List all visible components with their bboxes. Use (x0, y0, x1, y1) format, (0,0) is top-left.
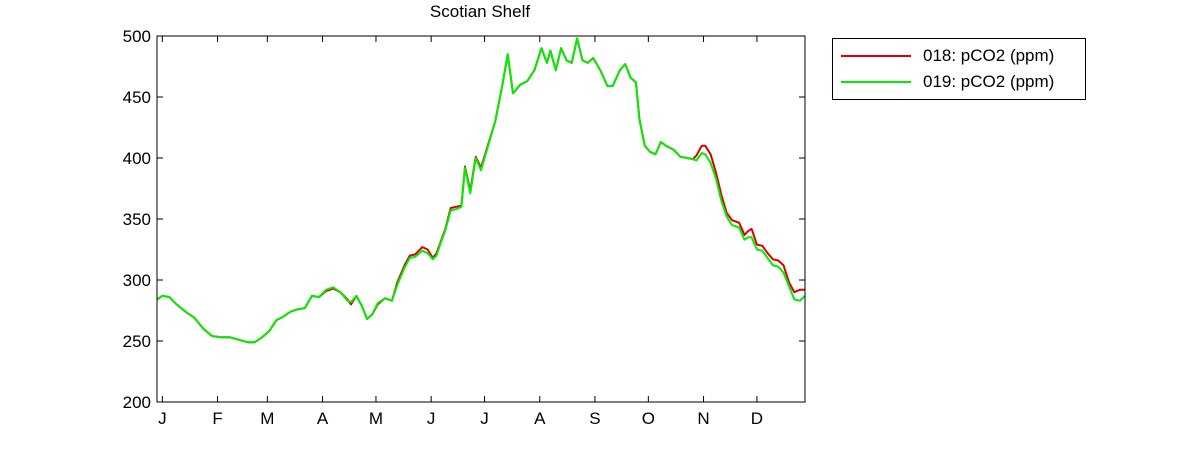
x-tick-label: J (158, 409, 167, 428)
y-tick-label: 350 (123, 210, 151, 229)
legend-line-018 (841, 55, 911, 57)
x-tick-label: J (480, 409, 489, 428)
legend-label-018: 018: pCO2 (ppm) (923, 46, 1055, 65)
y-tick-label: 300 (123, 271, 151, 290)
legend: 018: pCO2 (ppm) 019: pCO2 (ppm) (832, 38, 1086, 100)
series-line-018 (156, 37, 805, 344)
x-tick-label: F (212, 409, 222, 428)
x-tick-label: D (751, 409, 763, 428)
plot-frame (156, 35, 806, 403)
legend-line-019 (841, 81, 911, 83)
legend-label-019: 019: pCO2 (ppm) (923, 72, 1055, 91)
x-tick-label: O (642, 409, 655, 428)
series-line-019 (156, 37, 806, 344)
x-tick-label: S (589, 409, 600, 428)
legend-item-018: 018: pCO2 (ppm) (841, 44, 1054, 68)
x-tick-label: M (260, 409, 274, 428)
x-tick-label: A (317, 409, 329, 428)
legend-item-019: 019: pCO2 (ppm) (841, 70, 1054, 94)
x-tick-label: N (697, 409, 709, 428)
x-tick-label: J (427, 409, 436, 428)
y-tick-label: 400 (123, 149, 151, 168)
x-tick-label: A (534, 409, 546, 428)
plot-area (156, 37, 806, 344)
y-tick-label: 250 (123, 332, 151, 351)
axes: 200 250 300 350 400 450 500 J F M A M J J A S O N D (123, 27, 806, 428)
y-tick-label: 200 (123, 393, 151, 412)
y-tick-label: 450 (123, 88, 151, 107)
y-tick-label: 500 (123, 27, 151, 46)
chart-title: Scotian Shelf (429, 2, 531, 21)
x-tick-label: M (369, 409, 383, 428)
